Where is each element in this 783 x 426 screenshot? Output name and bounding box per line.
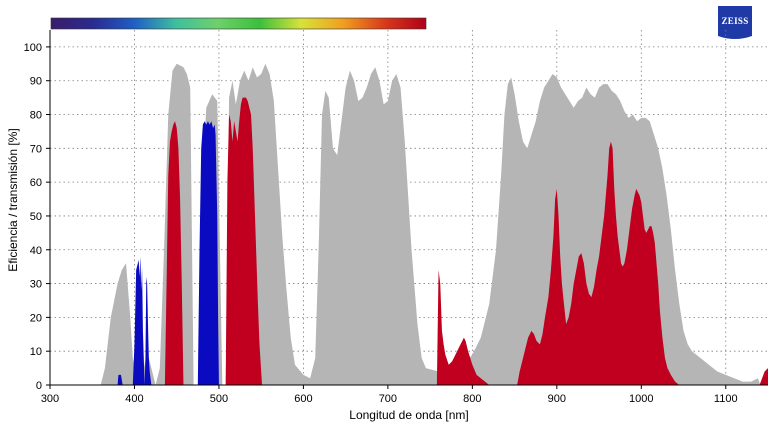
series-area-2 — [164, 97, 768, 386]
y-tick-label: 60 — [30, 177, 42, 189]
x-tick-label: 700 — [379, 393, 397, 405]
y-tick-label: 90 — [30, 76, 42, 88]
x-axis-title: Longitud de onda [nm] — [349, 408, 468, 422]
x-tick-label: 800 — [463, 393, 481, 405]
x-tick-label: 300 — [41, 393, 59, 405]
y-tick-label: 40 — [30, 245, 42, 257]
y-tick-label: 80 — [30, 110, 42, 122]
x-axis-ticks: 300 400 500 600 700 800 900 1000 1100 — [41, 385, 738, 405]
axes — [49, 30, 768, 386]
y-tick-label: 30 — [30, 279, 42, 291]
x-tick-label: 1000 — [629, 393, 653, 405]
y-axis-title: Eficiencia / transmisión [%] — [6, 128, 20, 271]
logo-badge — [718, 6, 752, 39]
zeiss-logo: ZEISS — [718, 6, 752, 39]
y-tick-label: 70 — [30, 143, 42, 155]
x-tick-label: 400 — [125, 393, 143, 405]
y-tick-label: 10 — [30, 346, 42, 358]
x-tick-label: 500 — [210, 393, 228, 405]
logo-text: ZEISS — [721, 16, 748, 26]
spectrum-color-bar — [50, 17, 427, 30]
y-tick-label: 50 — [30, 211, 42, 223]
data-series — [100, 63, 768, 386]
y-tick-label: 100 — [24, 42, 42, 54]
y-tick-label: 20 — [30, 312, 42, 324]
x-tick-label: 1100 — [714, 393, 738, 405]
series-area-1 — [117, 121, 219, 385]
x-tick-label: 600 — [294, 393, 312, 405]
y-tick-label: 0 — [36, 380, 42, 392]
x-tick-label: 900 — [548, 393, 566, 405]
y-axis-ticks: 0 10 20 30 40 50 60 70 80 90 100 — [24, 42, 50, 392]
